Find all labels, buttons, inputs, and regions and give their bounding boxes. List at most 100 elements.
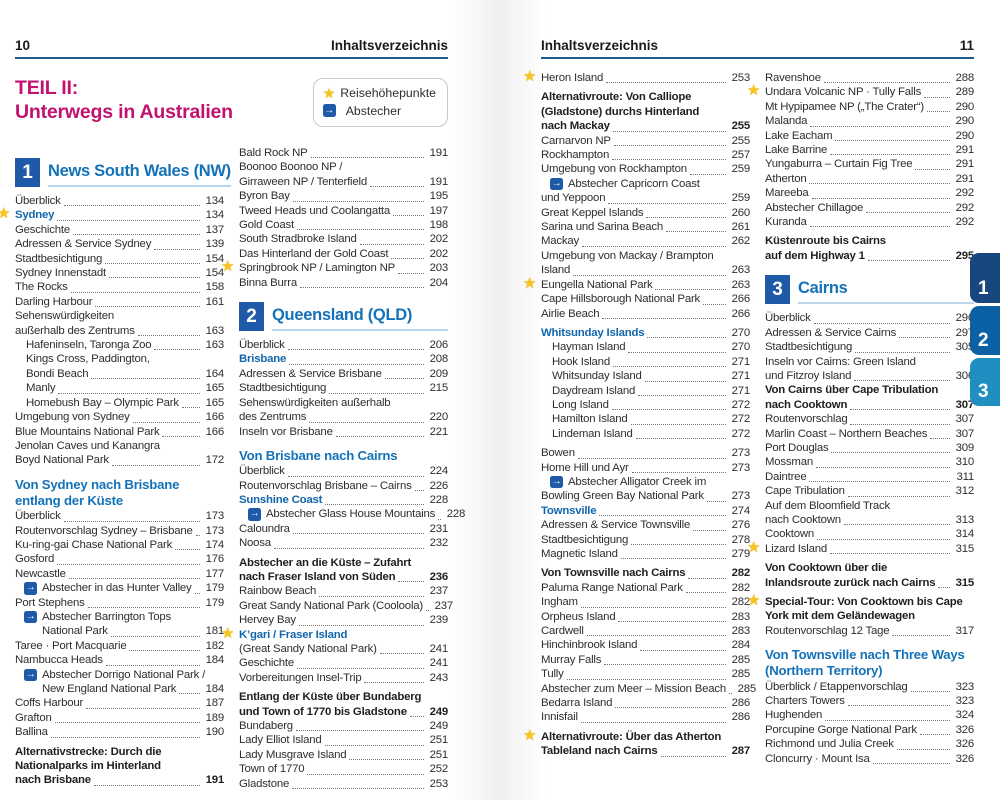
toc-entry[interactable]: nach Cooktown 307 [765, 398, 974, 412]
chapter-tab-1[interactable]: 1 [970, 253, 1000, 303]
toc-entry[interactable]: Das Hinterland der Gold Coast 202 [239, 247, 448, 261]
toc-entry[interactable]: Girraween NP / Tenterfield 191 [239, 175, 448, 189]
toc-entry[interactable]: Bald Rock NP 191 [239, 146, 448, 160]
toc-entry[interactable]: nach Fraser Island von Süden 236 [239, 570, 448, 584]
toc-entry[interactable]: Whitsunday Island 271 [541, 369, 750, 383]
toc-entry[interactable]: Überblick / Etappenvorschlag 323 [765, 680, 974, 694]
toc-entry[interactable]: Überblick 173 [15, 509, 224, 523]
toc-entry[interactable]: Boonoo Boonoo NP / [239, 160, 448, 174]
toc-entry[interactable]: Bundaberg 249 [239, 719, 448, 733]
toc-entry[interactable]: Lady Musgrave Island 251 [239, 748, 448, 762]
toc-entry[interactable]: → Abstecher Dorrigo National Park / [15, 668, 224, 682]
toc-entry[interactable]: Hughenden 324 [765, 708, 974, 722]
toc-entry[interactable]: nach Brisbane 191 [15, 773, 224, 787]
toc-entry[interactable]: Airlie Beach 266 [541, 307, 750, 321]
toc-entry[interactable]: Carnarvon NP 255 [541, 134, 750, 148]
toc-entry[interactable]: Mt Hypipamee NP („The Crater“) 290 [765, 100, 974, 114]
toc-entry[interactable]: entlang der Küste [15, 493, 224, 509]
toc-entry[interactable]: Stadtbesichtigung 305 [765, 340, 974, 354]
toc-entry[interactable]: Lake Barrine 291 [765, 143, 974, 157]
toc-entry[interactable]: ★ Alternativroute: Über das Atherton [523, 728, 750, 744]
toc-entry[interactable]: Blue Mountains National Park 166 [15, 425, 224, 439]
toc-entry[interactable]: ★ K’gari / Fraser Island [221, 626, 448, 642]
toc-entry[interactable]: Von Sydney nach Brisbane [15, 477, 224, 493]
toc-entry[interactable]: Routenvorschlag 307 [765, 412, 974, 426]
toc-entry[interactable]: Mackay 262 [541, 234, 750, 248]
toc-entry[interactable]: Vorbereitungen Insel-Trip 243 [239, 671, 448, 685]
toc-entry[interactable]: Von Cooktown über die [765, 561, 974, 575]
toc-entry[interactable]: Von Townsville nach Three Ways [765, 647, 974, 663]
toc-entry[interactable]: Tableland nach Cairns 287 [541, 744, 750, 758]
toc-entry[interactable]: Abstecher zum Meer – Mission Beach 285 [541, 682, 756, 696]
toc-entry[interactable]: Ku-ring-gai Chase National Park 174 [15, 538, 224, 552]
toc-entry[interactable]: Malanda 290 [765, 114, 974, 128]
toc-entry[interactable]: Ingham 282 [541, 595, 750, 609]
toc-entry[interactable]: Inseln vor Brisbane 221 [239, 425, 448, 439]
toc-entry[interactable]: Great Keppel Islands 260 [541, 206, 750, 220]
toc-entry[interactable]: Noosa 232 [239, 536, 448, 550]
toc-entry[interactable]: Yungaburra – Curtain Fig Tree 291 [765, 157, 974, 171]
toc-entry[interactable]: Stadtbesichtigung 215 [239, 381, 448, 395]
toc-entry[interactable]: → Abstecher Barrington Tops [15, 610, 224, 624]
toc-entry[interactable]: Stadtbesichtigung 278 [541, 533, 750, 547]
toc-entry[interactable]: Tweed Heads und Coolangatta 197 [239, 204, 448, 218]
toc-entry[interactable]: Sehenswürdigkeiten außerhalb [239, 396, 448, 410]
toc-entry[interactable]: → Abstecher Alligator Creek im [541, 475, 750, 489]
toc-entry[interactable]: Grafton 189 [15, 711, 224, 725]
toc-entry[interactable]: Coffs Harbour 187 [15, 696, 224, 710]
toc-entry[interactable]: auf dem Highway 1 295 [765, 249, 974, 263]
toc-entry[interactable]: Küstenroute bis Cairns [765, 234, 974, 248]
toc-entry[interactable]: Rainbow Beach 237 [239, 584, 448, 598]
toc-entry[interactable]: Homebush Bay – Olympic Park 165 [15, 396, 224, 410]
toc-entry[interactable]: Auf dem Bloomfield Track [765, 499, 974, 513]
toc-entry[interactable]: ★ Sydney 134 [0, 206, 224, 222]
toc-entry[interactable]: ★ Undara Volcanic NP · Tully Falls 289 [747, 83, 974, 99]
toc-entry[interactable]: nach Cooktown 313 [765, 513, 974, 527]
toc-entry[interactable]: ★ Special-Tour: Von Cooktown bis Cape [747, 593, 974, 609]
toc-entry[interactable]: Townsville 274 [541, 504, 750, 518]
toc-entry[interactable]: ★ Heron Island 253 [523, 69, 750, 85]
toc-entry[interactable]: Adressen & Service Sydney 139 [15, 237, 224, 251]
toc-entry[interactable]: Innisfail 286 [541, 710, 750, 724]
toc-entry[interactable]: York mit dem Geländewagen [765, 609, 974, 623]
toc-entry[interactable]: Port Douglas 309 [765, 441, 974, 455]
toc-entry[interactable]: South Stradbroke Island 202 [239, 232, 448, 246]
toc-entry[interactable]: Mossman 310 [765, 455, 974, 469]
toc-entry[interactable]: Mareeba 292 [765, 186, 974, 200]
toc-entry[interactable]: Murray Falls 285 [541, 653, 750, 667]
toc-entry[interactable]: Whitsunday Islands 270 [541, 326, 750, 340]
toc-entry[interactable]: Lindeman Island 272 [541, 427, 750, 441]
toc-entry[interactable]: Hinchinbrook Island 284 [541, 638, 750, 652]
toc-entry[interactable]: ★ Lizard Island 315 [747, 540, 974, 556]
toc-entry[interactable]: Lady Elliot Island 251 [239, 733, 448, 747]
toc-entry[interactable]: Darling Harbour 161 [15, 295, 224, 309]
toc-entry[interactable]: Stadtbesichtigung 154 [15, 252, 224, 266]
toc-entry[interactable]: und Fitzroy Island 306 [765, 369, 974, 383]
toc-entry[interactable]: Ravenshoe 288 [765, 71, 974, 85]
toc-entry[interactable]: Jenolan Caves und Kanangra [15, 439, 224, 453]
toc-entry[interactable]: Atherton 291 [765, 172, 974, 186]
toc-entry[interactable]: Inlandsroute zurück nach Cairns 315 [765, 576, 974, 590]
toc-entry[interactable]: Home Hill und Ayr 273 [541, 461, 750, 475]
toc-entry[interactable]: und Yeppoon 259 [541, 191, 750, 205]
toc-entry[interactable]: Bondi Beach 164 [15, 367, 224, 381]
toc-entry[interactable]: Great Sandy National Park (Cooloola) 237 [239, 599, 453, 613]
toc-entry[interactable]: Porcupine Gorge National Park 326 [765, 723, 974, 737]
toc-entry[interactable]: des Zentrums 220 [239, 410, 448, 424]
toc-entry[interactable]: Umgebung von Rockhampton 259 [541, 162, 750, 176]
toc-entry[interactable]: Sydney Innenstadt 154 [15, 266, 224, 280]
chapter-tab-3[interactable]: 3 [970, 358, 1000, 406]
toc-entry[interactable]: Sehenswürdigkeiten [15, 309, 224, 323]
toc-entry[interactable]: Tully 285 [541, 667, 750, 681]
toc-entry[interactable]: Von Townsville nach Cairns 282 [541, 566, 750, 580]
toc-entry[interactable]: Alternativroute: Von Calliope [541, 90, 750, 104]
toc-entry[interactable]: Richmond und Julia Creek 326 [765, 737, 974, 751]
toc-entry[interactable]: Umgebung von Sydney 166 [15, 410, 224, 424]
toc-entry[interactable]: Abstecher an die Küste – Zufahrt [239, 556, 448, 570]
toc-entry[interactable]: Caloundra 231 [239, 522, 448, 536]
toc-entry[interactable]: Entlang der Küste über Bundaberg [239, 690, 448, 704]
toc-entry[interactable]: Town of 1770 252 [239, 762, 448, 776]
toc-entry[interactable]: Hook Island 271 [541, 355, 750, 369]
toc-entry[interactable]: Hervey Bay 239 [239, 613, 448, 627]
toc-entry[interactable]: Daintree 311 [765, 470, 974, 484]
